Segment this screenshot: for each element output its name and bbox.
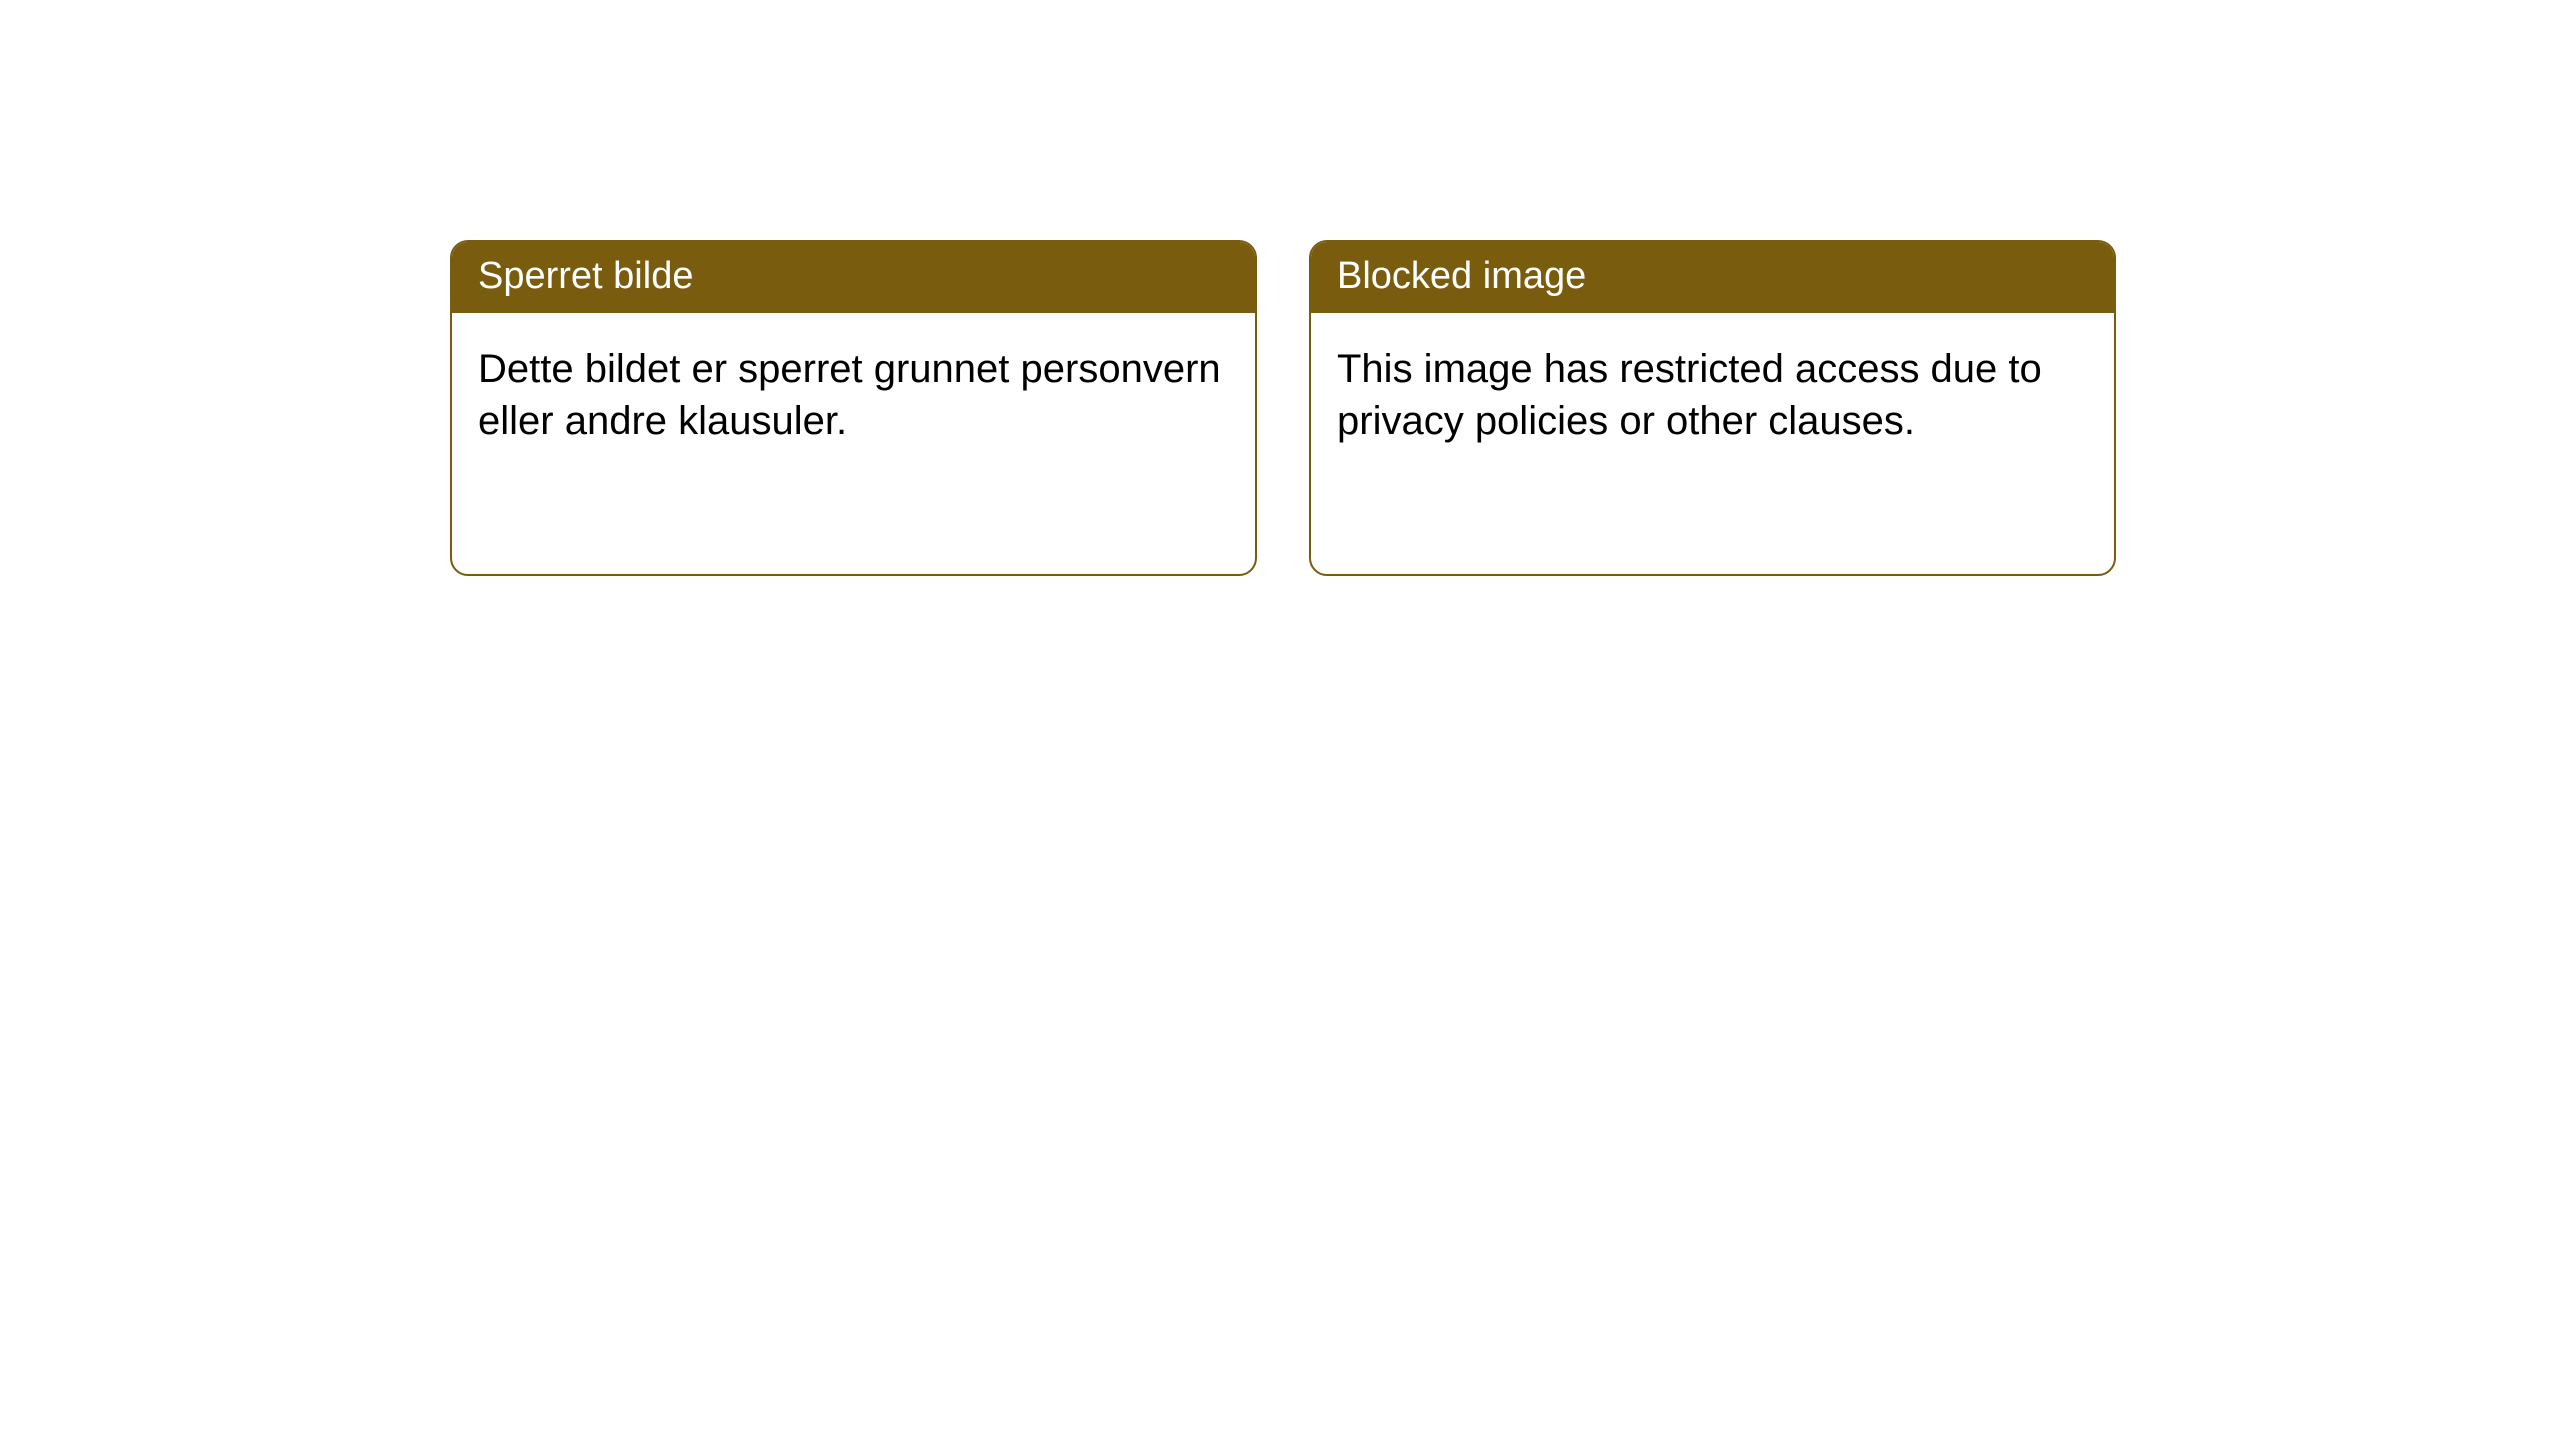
blocked-image-notice-no: Sperret bilde Dette bildet er sperret gr… <box>450 240 1257 576</box>
notice-body: This image has restricted access due to … <box>1311 313 2114 477</box>
notice-title: Sperret bilde <box>452 242 1255 313</box>
notice-title: Blocked image <box>1311 242 2114 313</box>
notice-body: Dette bildet er sperret grunnet personve… <box>452 313 1255 477</box>
blocked-image-notice-en: Blocked image This image has restricted … <box>1309 240 2116 576</box>
